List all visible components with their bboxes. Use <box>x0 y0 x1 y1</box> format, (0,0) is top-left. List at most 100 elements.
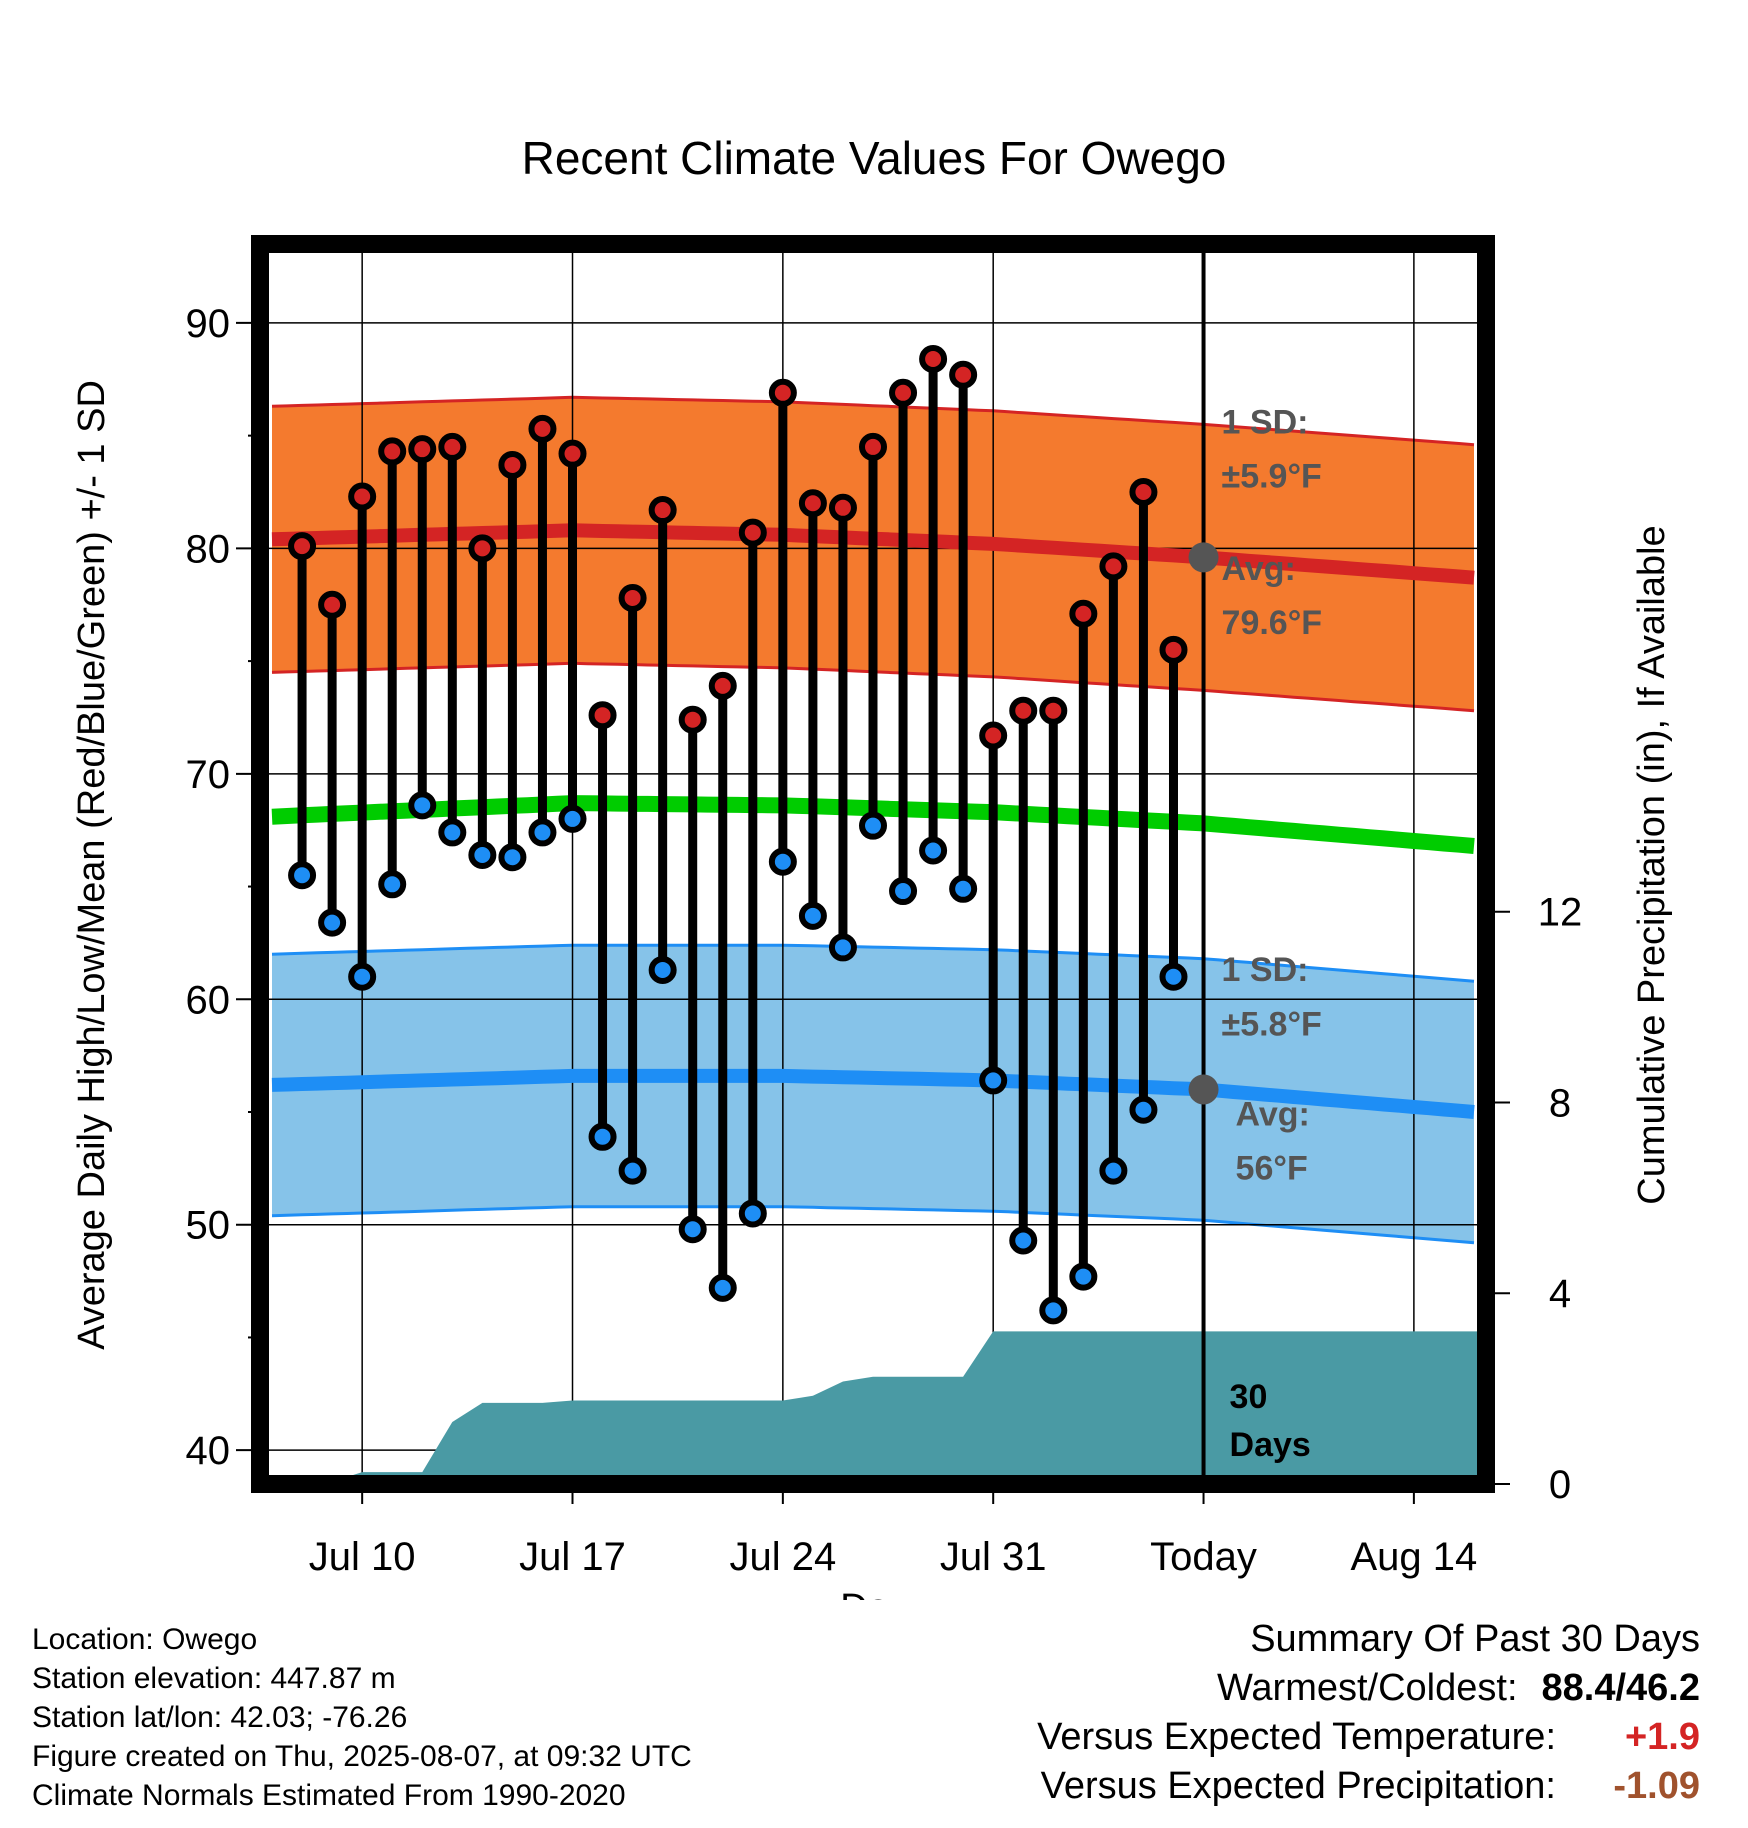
low-point <box>738 1199 767 1228</box>
period-label: Days <box>1230 1426 1311 1464</box>
low-point <box>348 962 377 991</box>
high-sd-label: 1 SD: <box>1222 403 1309 441</box>
left-tick-label: 90 <box>186 302 231 346</box>
low-avg-label: Avg: <box>1236 1096 1310 1134</box>
low-point <box>408 791 437 820</box>
low-point <box>1069 1262 1098 1291</box>
low-point <box>588 1122 617 1151</box>
high-point <box>408 435 437 464</box>
precip-area <box>266 1331 1480 1484</box>
low-point <box>1009 1226 1038 1255</box>
right-tick-label: 8 <box>1549 1081 1571 1125</box>
low-point <box>859 811 887 840</box>
latlon-text: Station lat/lon: 42.03; -76.26 <box>32 1701 408 1734</box>
low-point <box>828 933 857 962</box>
high-point <box>979 721 1008 750</box>
summary-warm-cold: Warmest/Coldest: 88.4/46.2 <box>1037 1664 1700 1713</box>
high-sd-value: ±5.9°F <box>1222 457 1322 495</box>
x-axis-label: Day <box>840 1587 908 1600</box>
x-tick-label: Today <box>1150 1535 1257 1579</box>
low-point <box>438 818 467 847</box>
precip-label: Versus Expected Precipitation: <box>1040 1765 1556 1807</box>
high-sd-upper-edge <box>271 395 1475 447</box>
low-point <box>558 804 587 833</box>
high-point <box>919 344 948 373</box>
low-point <box>919 836 948 865</box>
low-point <box>468 840 497 869</box>
low-sd-label: 1 SD: <box>1222 951 1309 989</box>
right-tick-label: 4 <box>1549 1272 1571 1316</box>
low-point <box>798 901 827 930</box>
low-point <box>648 955 677 984</box>
high-point <box>768 378 797 407</box>
climate-chart: Recent Climate Values For Owego 1 SD: ±5.… <box>71 132 1673 1600</box>
low-point <box>378 870 407 899</box>
period-number: 30 <box>1230 1378 1268 1416</box>
low-point <box>1129 1095 1158 1124</box>
low-normal-line <box>271 1068 1475 1119</box>
high-point <box>678 705 707 734</box>
plot-frame <box>251 235 1495 1493</box>
low-point <box>528 818 557 847</box>
left-tick-label: 60 <box>186 978 231 1022</box>
high-avg-label: Avg: <box>1222 550 1296 588</box>
low-point <box>318 908 347 937</box>
x-tick-label: Jul 17 <box>519 1535 626 1579</box>
today-high-marker <box>1188 542 1219 573</box>
low-point <box>1099 1156 1128 1185</box>
elevation-text: Station elevation: 447.87 m <box>32 1662 396 1695</box>
chart-title: Recent Climate Values For Owego <box>522 132 1227 184</box>
low-point <box>889 877 918 906</box>
summary-heading: Summary Of Past 30 Days <box>1250 1618 1700 1660</box>
left-tick-label: 80 <box>186 527 231 571</box>
today-low-marker <box>1188 1074 1219 1105</box>
high-point <box>1099 552 1128 581</box>
high-point <box>468 534 497 563</box>
station-info: Location: Owego Station elevation: 447.8… <box>32 1620 692 1815</box>
high-point <box>648 496 677 525</box>
high-point <box>498 450 527 479</box>
summary-precip: Versus Expected Precipitation: -1.09 <box>1037 1762 1700 1811</box>
low-point <box>678 1215 707 1244</box>
high-point <box>889 378 918 407</box>
high-point <box>558 439 587 468</box>
low-point <box>618 1156 647 1185</box>
low-sd-value: ±5.8°F <box>1222 1005 1322 1043</box>
high-point <box>288 532 317 561</box>
high-point <box>318 590 347 619</box>
right-tick-label: 12 <box>1538 891 1583 935</box>
low-point <box>1039 1296 1068 1325</box>
high-point <box>738 518 767 547</box>
summary-temp: Versus Expected Temperature: +1.9 <box>1037 1713 1700 1762</box>
low-avg-value: 56°F <box>1236 1150 1308 1188</box>
x-tick-label: Jul 10 <box>309 1535 416 1579</box>
high-point <box>798 489 827 518</box>
high-point <box>588 701 617 730</box>
high-point <box>348 482 377 511</box>
low-point <box>949 874 978 903</box>
high-point <box>708 671 737 700</box>
high-point <box>438 432 467 461</box>
high-point <box>949 360 978 389</box>
temp-value: +1.9 <box>1624 1716 1700 1758</box>
low-point <box>498 843 527 872</box>
high-point <box>1039 696 1068 725</box>
created-text: Figure created on Thu, 2025-08-07, at 09… <box>32 1740 692 1773</box>
warm-cold-label: Warmest/Coldest: <box>1216 1667 1518 1709</box>
x-tick-label: Jul 31 <box>940 1535 1047 1579</box>
high-point <box>1009 696 1038 725</box>
high-point <box>528 414 557 443</box>
high-point <box>1129 478 1158 506</box>
x-tick-label: Jul 24 <box>729 1535 836 1579</box>
summary-panel: Summary Of Past 30 Days Warmest/Coldest:… <box>1037 1615 1700 1811</box>
high-point <box>859 432 887 461</box>
x-tick-label: Aug 14 <box>1350 1535 1477 1579</box>
left-tick-label: 40 <box>186 1429 231 1473</box>
low-point <box>979 1066 1008 1095</box>
low-sd-upper-edge <box>271 943 1475 983</box>
high-point <box>1159 635 1188 664</box>
low-point <box>708 1273 737 1302</box>
left-tick-label: 70 <box>186 753 231 797</box>
high-avg-value: 79.6°F <box>1222 604 1323 642</box>
y-axis-label-left: Average Daily High/Low/Mean (Red/Blue/Gr… <box>71 380 113 1350</box>
